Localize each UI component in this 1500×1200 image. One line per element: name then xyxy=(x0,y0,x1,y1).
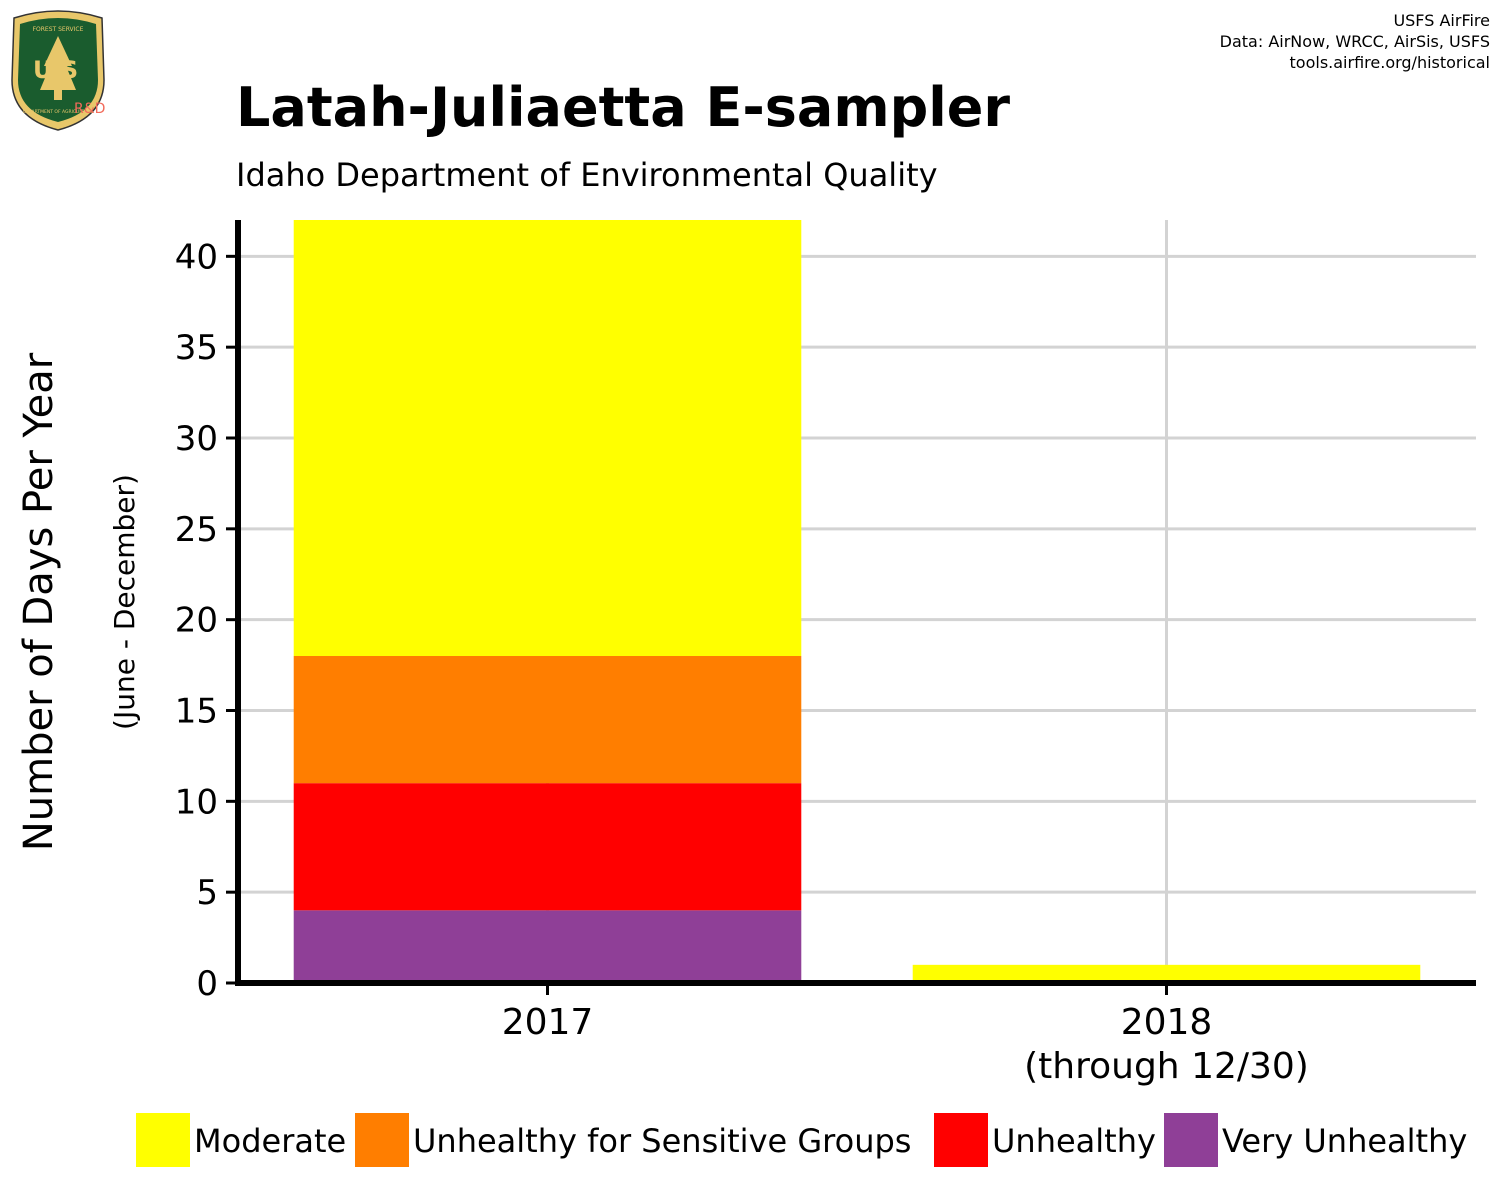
y-tick-label: 20 xyxy=(175,601,218,641)
x-tick-label: 2018 xyxy=(1121,1002,1213,1043)
chart-subtitle: Idaho Department of Environmental Qualit… xyxy=(236,156,938,194)
y-axis-sublabel: (June - December) xyxy=(108,474,141,730)
legend-label: Unhealthy xyxy=(992,1122,1156,1160)
legend: Moderate Unhealthy for Sensitive Groups Un… xyxy=(136,1113,1467,1167)
legend-key xyxy=(136,1113,190,1167)
y-tick-label: 5 xyxy=(196,873,218,913)
credit-line-2: Data: AirNow, WRCC, AirSis, USFS xyxy=(1220,32,1490,51)
x-tick-label: 2017 xyxy=(502,1002,594,1043)
credit-line-3: tools.airfire.org/historical xyxy=(1290,53,1490,72)
y-tick-label: 40 xyxy=(175,237,218,277)
chart-title: Latah-Juliaetta E-sampler xyxy=(236,76,1010,139)
y-tick-label: 25 xyxy=(175,510,218,550)
x-tick-sublabel: (through 12/30) xyxy=(1024,1046,1309,1087)
logo-top-text: FOREST SERVICE xyxy=(33,26,84,33)
bar-segment xyxy=(293,910,802,983)
y-tick-label: 10 xyxy=(175,782,218,822)
legend-key xyxy=(355,1113,409,1167)
bar-segment xyxy=(293,783,802,911)
y-tick-label: 0 xyxy=(196,964,218,1004)
logo-center-text: U S xyxy=(33,56,78,84)
bars xyxy=(293,220,1421,983)
bar-segment xyxy=(912,964,1421,983)
legend-label: Moderate xyxy=(194,1122,346,1160)
logo-bottom-text: DEPARTMENT OF AGRICULTURE xyxy=(23,109,94,115)
axes xyxy=(226,220,1476,995)
bar-segment xyxy=(293,220,802,656)
y-tick-label: 30 xyxy=(175,419,218,459)
legend-key xyxy=(1164,1113,1218,1167)
y-tick-label: 35 xyxy=(175,328,218,368)
bar-segment xyxy=(293,656,802,784)
credit-line-1: USFS AirFire xyxy=(1393,11,1490,30)
y-axis-label: Number of Days Per Year xyxy=(16,352,62,851)
tick-labels: 0 5 10 15 20 25 30 35 40 2017 2018(through 12/30) xyxy=(175,237,1309,1087)
y-tick-label: 15 xyxy=(175,692,218,732)
usfs-shield-logo: U S FOREST SERVICE DEPARTMENT OF AGRICUL… xyxy=(11,10,105,131)
logo-badge: R&D xyxy=(74,101,105,117)
legend-label: Unhealthy for Sensitive Groups xyxy=(413,1122,911,1160)
legend-key xyxy=(934,1113,988,1167)
legend-label: Very Unhealthy xyxy=(1222,1122,1467,1160)
